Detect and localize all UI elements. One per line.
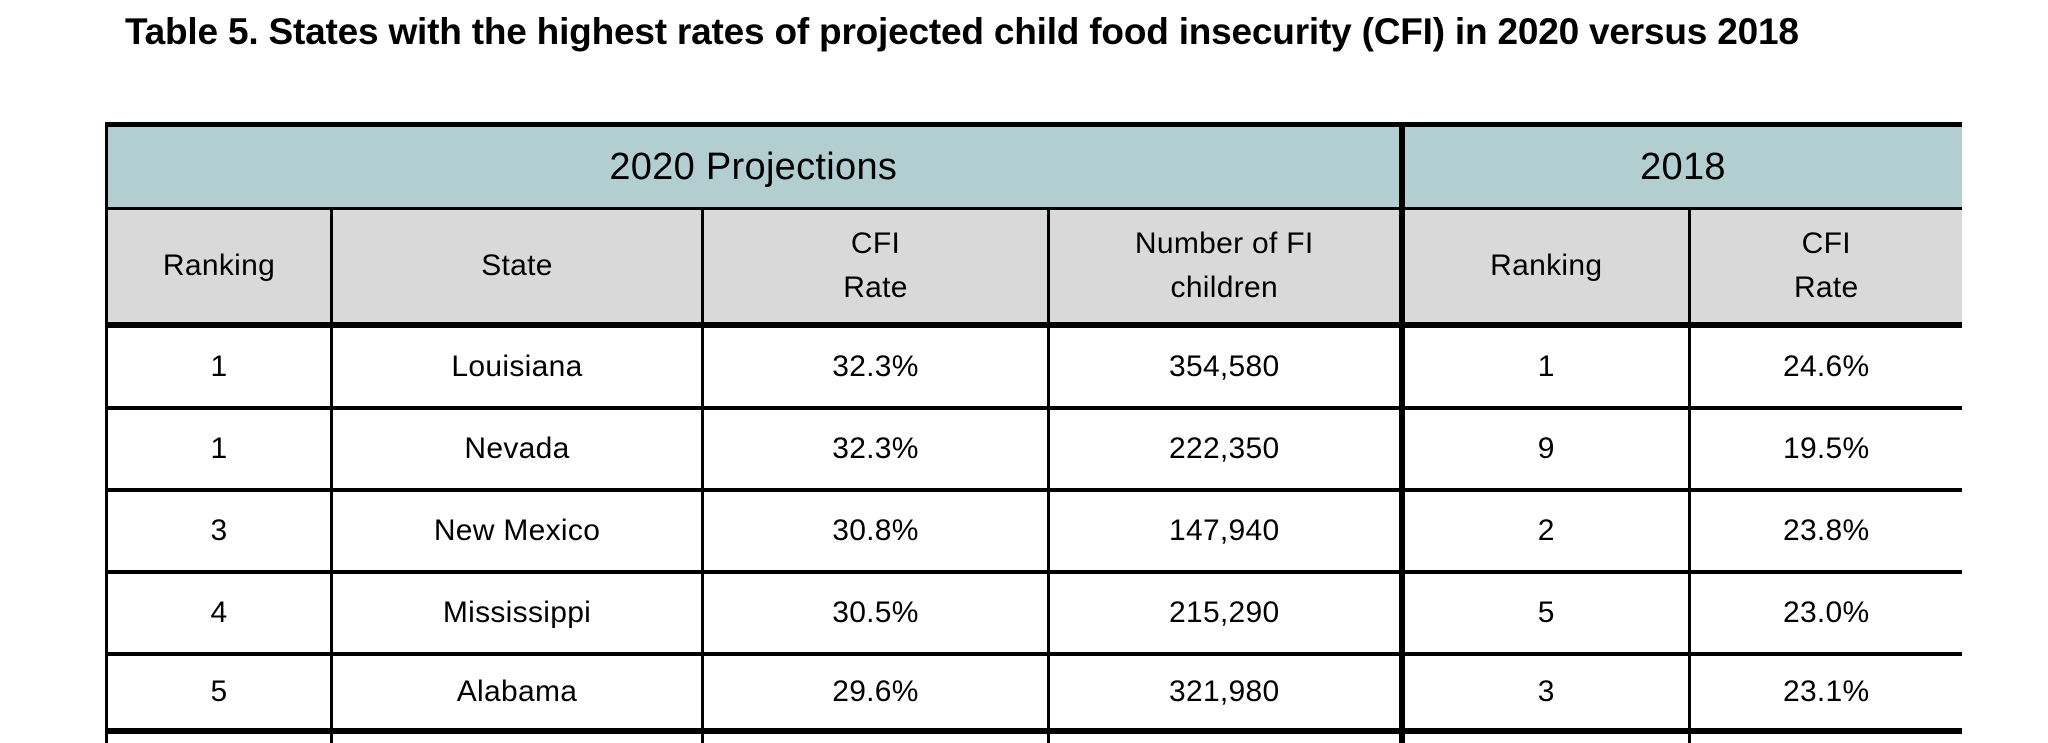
table-cell: 321,980 [1048,654,1405,734]
table-row: 1 Louisiana 32.3% 354,580 1 24.6% [106,325,1962,410]
table-cell: 32.3% [702,408,1050,492]
table-cell: 215,290 [1048,572,1405,656]
table-row: 3 New Mexico 30.8% 147,940 2 23.8% [106,490,1962,574]
table-cell: Mississippi [331,572,704,656]
table-row-partial [106,731,1962,743]
table-cell [1401,731,1691,743]
table-cell: 9 [1401,408,1691,492]
group-header-row: 2020 Projections 2018 [106,124,1962,210]
table-cell: 1 [106,325,333,410]
table-cell: 30.8% [702,490,1050,574]
table-cell: 5 [106,654,333,734]
table-cell [702,731,1050,743]
column-header-number-fi-children: Number of FI children [1048,208,1405,328]
table-cell: 24.6% [1689,325,1962,410]
table-cell: 2 [1401,490,1691,574]
group-header-2020: 2020 Projections [106,124,1405,210]
table-cell [1689,731,1962,743]
table-row: 5 Alabama 29.6% 321,980 3 23.1% [106,654,1962,734]
table-cell: Nevada [331,408,704,492]
group-header-2018: 2018 [1401,124,1962,210]
table-cell: 19.5% [1689,408,1962,492]
table-cell [106,731,333,743]
table-cell: 5 [1401,572,1691,656]
table-cell: 23.0% [1689,572,1962,656]
table-cell [331,731,704,743]
table-cell: 3 [106,490,333,574]
table-cell: 222,350 [1048,408,1405,492]
table-cell: 1 [1401,325,1691,410]
table-row: 1 Nevada 32.3% 222,350 9 19.5% [106,408,1962,492]
column-header-row: Ranking State CFI Rate Number of FI chil… [106,208,1962,328]
table-cell: 32.3% [702,325,1050,410]
table-cell: 1 [106,408,333,492]
column-header-state: State [331,208,704,328]
column-header-ranking-2020: Ranking [106,208,333,328]
table-cell: 30.5% [702,572,1050,656]
table-cell: 23.8% [1689,490,1962,574]
table-cell: 4 [106,572,333,656]
cfi-table: 2020 Projections 2018 Ranking State CFI … [105,122,1962,743]
table-cell: Alabama [331,654,704,734]
table-row: 4 Mississippi 30.5% 215,290 5 23.0% [106,572,1962,656]
table-cell: 354,580 [1048,325,1405,410]
table-cell: Louisiana [331,325,704,410]
column-header-cfi-rate-2018: CFI Rate [1689,208,1962,328]
table-cell: 29.6% [702,654,1050,734]
column-header-ranking-2018: Ranking [1401,208,1691,328]
table-cell: 23.1% [1689,654,1962,734]
table-cell: 3 [1401,654,1691,734]
table-cell: New Mexico [331,490,704,574]
table-title: Table 5. States with the highest rates o… [125,11,1799,52]
table-cell: 147,940 [1048,490,1405,574]
table-cell [1048,731,1405,743]
column-header-cfi-rate-2020: CFI Rate [702,208,1050,328]
